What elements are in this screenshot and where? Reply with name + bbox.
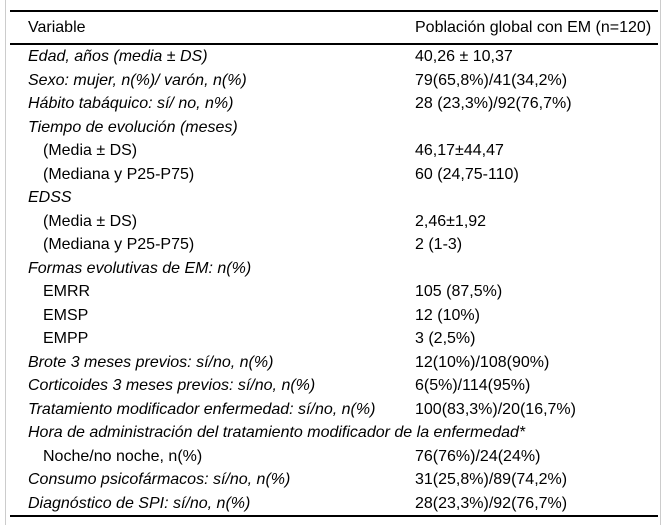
table-row: Tratamiento modificador enfermedad: sí/n… (10, 398, 658, 422)
table-row: EMPP 3 (2,5%) (10, 327, 658, 351)
table-row: Formas evolutivas de EM: n(%) (10, 257, 658, 281)
row-label: (Media ± DS) (43, 142, 138, 159)
table-row: Corticoides 3 meses previos: sí/no, n(%)… (10, 374, 658, 398)
row-label: Formas evolutivas de EM: n(%) (28, 259, 252, 277)
row-label: (Mediana y P25-P75) (43, 165, 195, 183)
patient-characteristics-table: Variable Población global con EM (n=120)… (10, 10, 658, 517)
row-value (415, 257, 658, 281)
header-row: Variable Población global con EM (n=120) (10, 11, 658, 45)
column-header-variable: Variable (10, 11, 415, 45)
row-value: 40,26 ± 10,37 (415, 48, 513, 65)
row-label: EMSP (43, 306, 89, 324)
row-label: (Mediana y P25-P75) (43, 236, 195, 253)
row-label: Hora de administración del tratamiento m… (28, 424, 526, 441)
row-value: 31(25,8%)/89(74,2%) (415, 471, 568, 488)
row-label: Brote 3 meses previos: sí/no, n(%) (28, 353, 274, 371)
table-row: Sexo: mujer, n(%)/ varón, n(%) 79(65,8%)/… (10, 69, 658, 93)
table-row: Brote 3 meses previos: sí/no, n(%) 12(10%… (10, 351, 658, 375)
table-row: (Media ± DS) 2,46±1,92 (10, 210, 658, 234)
row-label: Hábito tabáquico: sí/ no, n%) (28, 95, 234, 112)
row-value: 12(10%)/108(90%) (415, 353, 550, 371)
table-row: (Mediana y P25-P75) 2 (1-3) (10, 233, 658, 257)
table-row: EDSS (10, 186, 658, 210)
row-value: 46,17±44,47 (415, 142, 504, 159)
row-value: 105 (87,5%) (415, 283, 503, 300)
row-label: Edad, años (media ± DS) (28, 48, 208, 65)
table-row: EMSP 12 (10%) (10, 304, 658, 328)
table-row: Noche/no noche, n(%) 76(76%)/24(24%) (10, 445, 658, 469)
row-value: 100(83,3%)/20(16,7%) (415, 400, 576, 418)
table-container: Variable Población global con EM (n=120)… (10, 10, 658, 517)
row-value: 2 (1-3) (415, 236, 463, 253)
table-row: Edad, años (media ± DS) 40,26 ± 10,37 (10, 44, 658, 69)
table-header: Variable Población global con EM (n=120) (10, 11, 658, 45)
column-header-population: Población global con EM (n=120) (415, 11, 658, 45)
row-value (415, 116, 658, 140)
row-label: Corticoides 3 meses previos: sí/no, n(%) (28, 377, 316, 394)
table-row: (Media ± DS) 46,17±44,47 (10, 139, 658, 163)
table-row: Diagnóstico de SPI: sí/no, n(%) 28(23,3%)… (10, 492, 658, 517)
row-value: 3 (2,5%) (415, 330, 476, 347)
row-label: Tratamiento modificador enfermedad: sí/n… (28, 400, 376, 418)
row-value: 12 (10%) (415, 306, 480, 324)
table-row: (Mediana y P25-P75) 60 (24,75-110) (10, 163, 658, 187)
row-value: 28 (23,3%)/92(76,7%) (415, 95, 572, 112)
row-value: 6(5%)/114(95%) (415, 377, 531, 394)
row-value: 28(23,3%)/92(76,7%) (415, 494, 568, 512)
row-label: (Media ± DS) (43, 212, 138, 230)
row-label: EDSS (28, 189, 72, 206)
row-value (415, 186, 658, 210)
row-value: 2,46±1,92 (415, 212, 487, 230)
table-row: Hábito tabáquico: sí/ no, n%) 28 (23,3%)/… (10, 92, 658, 116)
table-body: Edad, años (media ± DS) 40,26 ± 10,37 Sexo… (10, 44, 658, 516)
table-row: Consumo psicofármacos: sí/no, n(%) 31(25,… (10, 468, 658, 492)
table-row: Hora de administración del tratamiento m… (10, 421, 658, 445)
table-row: Tiempo de evolución (meses) (10, 116, 658, 140)
row-label: Diagnóstico de SPI: sí/no, n(%) (28, 494, 251, 512)
row-value: 76(76%)/24(24%) (415, 447, 541, 465)
row-label: EMRR (43, 283, 91, 300)
row-label: Sexo: mujer, n(%)/ varón, n(%) (28, 71, 247, 89)
row-label: Noche/no noche, n(%) (43, 447, 203, 465)
row-value: 60 (24,75-110) (415, 165, 519, 183)
table-row: EMRR 105 (87,5%) (10, 280, 658, 304)
row-label: Consumo psicofármacos: sí/no, n(%) (28, 471, 291, 488)
row-label: Tiempo de evolución (meses) (28, 118, 238, 136)
row-label: EMPP (43, 330, 89, 347)
row-value: 79(65,8%)/41(34,2%) (415, 71, 568, 89)
